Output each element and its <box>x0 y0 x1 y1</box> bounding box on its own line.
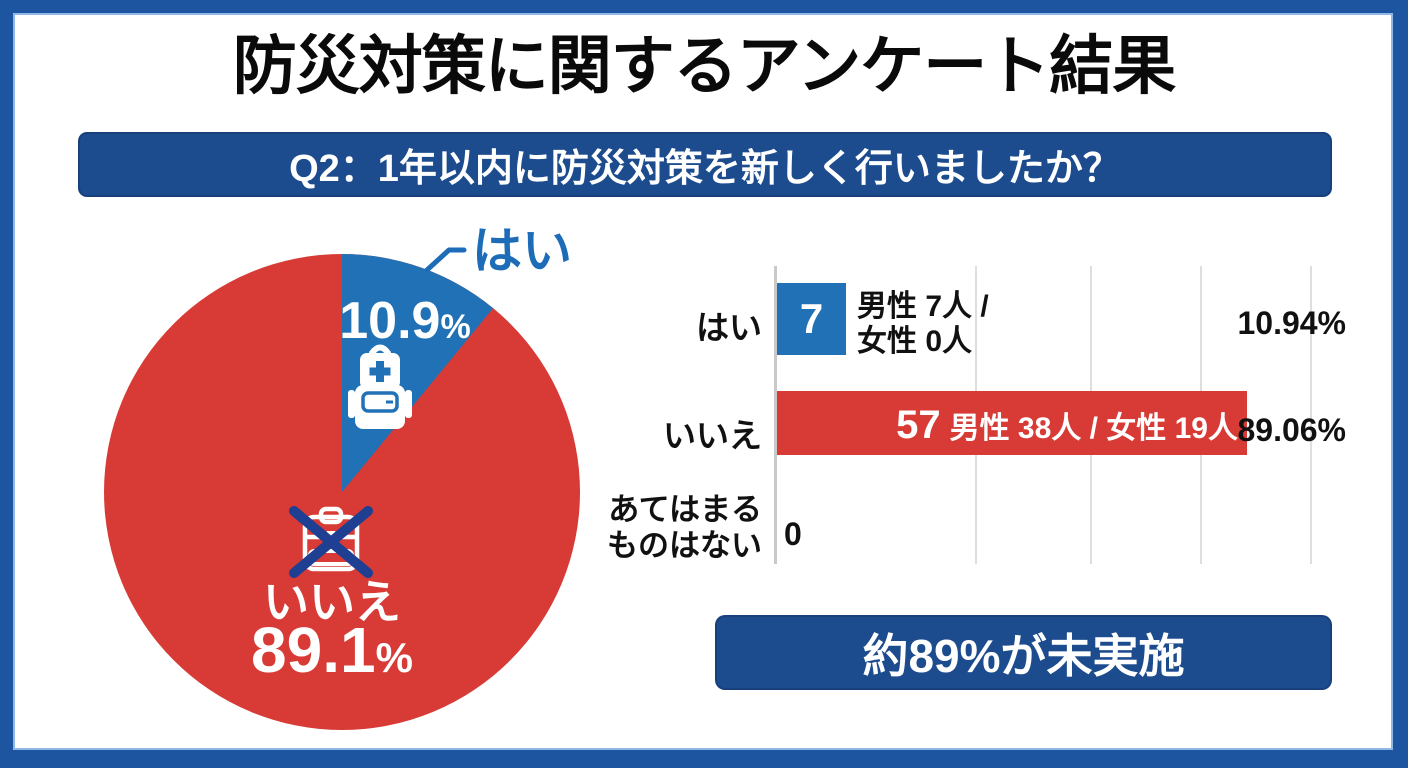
bar-no: 57 男性 38人 / 女性 19人 <box>777 391 1247 455</box>
conclusion-banner-label: 約89%が未実施 <box>862 629 1185 682</box>
bar-yes-percentage: 10.94% <box>1237 305 1346 341</box>
bar-yes-breakdown-line2: 女性 0人 <box>857 325 973 358</box>
bar-row-label-yes: はい <box>696 309 762 346</box>
bar-row-label-none-line2: ものはない <box>607 528 762 563</box>
cross-mark-stroke-2 <box>289 506 373 578</box>
pie-slice-yes <box>342 254 494 492</box>
bar-no-value: 57 <box>896 403 941 447</box>
bar-yes-value: 7 <box>799 295 824 342</box>
bar-row-label-none: あてはまる ものはない <box>600 492 762 564</box>
yes-callout-leader-line <box>424 247 467 273</box>
bar-yes: 7 <box>777 283 846 355</box>
pie-no-percentage: 89.1% <box>251 614 413 686</box>
crossed-backpack-icon <box>289 506 373 578</box>
bar-yes-breakdown: 男性 7人 / 女性 0人 <box>857 289 989 359</box>
pie-yes-percentage: 10.9% <box>339 292 470 350</box>
bar-chart-axis <box>774 266 777 564</box>
question-banner-label: Q2：1年以内に防災対策を新しく行いましたか？ <box>289 148 1121 190</box>
bar-row-label-no: いいえ <box>663 417 762 454</box>
pie-chart: はい 10.9% いいえ 89.1% <box>104 223 580 730</box>
bar-row-label-none-line1: あてはまる <box>608 492 762 527</box>
pie-yes-callout-label: はい <box>472 223 572 279</box>
bar-yes-breakdown-line1: 男性 7人 / <box>857 290 989 323</box>
question-banner: Q2：1年以内に防災対策を新しく行いましたか？ <box>78 132 1332 197</box>
bar-no-percentage: 89.06% <box>1237 412 1346 448</box>
bar-no-breakdown: 男性 38人 / 女性 19人 <box>949 412 1238 445</box>
bar-none-value: 0 <box>784 516 802 552</box>
conclusion-banner: 約89%が未実施 <box>715 615 1332 690</box>
first-aid-backpack-icon <box>348 344 412 429</box>
pie-no-label: いいえ <box>263 576 401 628</box>
gridline-4 <box>1310 266 1312 564</box>
page-title: 防災対策に関するアンケート結果 <box>232 30 1176 102</box>
